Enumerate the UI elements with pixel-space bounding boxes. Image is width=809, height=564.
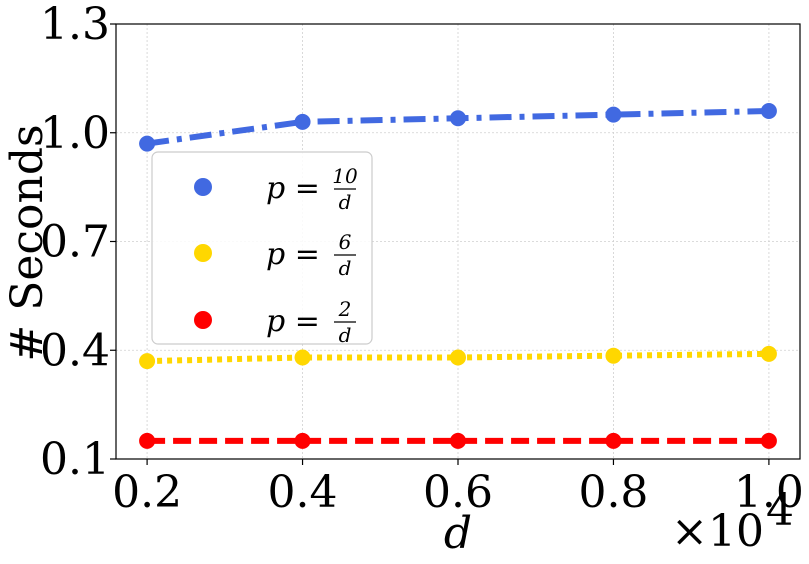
legend-marker [194, 178, 212, 196]
data-point [139, 135, 156, 152]
x-tick-label: 0.6 [423, 467, 493, 518]
data-point [605, 106, 622, 123]
data-point [605, 432, 622, 449]
x-tick-label: 0.8 [578, 467, 648, 518]
legend-label: p = [266, 171, 320, 206]
x-tick-label: 1.0 [734, 467, 804, 518]
y-tick-label: 0.4 [40, 325, 110, 376]
legend-fraction-denominator: d [339, 190, 352, 214]
legend-fraction-denominator: d [339, 323, 352, 347]
data-point [139, 353, 156, 370]
x-tick-label: 0.4 [268, 467, 338, 518]
legend-fraction-denominator: d [339, 256, 352, 280]
x-multiplier-base: ×10 [671, 506, 764, 557]
data-point [294, 432, 311, 449]
series-points [139, 103, 777, 449]
data-point [294, 113, 311, 130]
y-tick-label: 0.1 [40, 434, 110, 485]
x-axis-multiplier: ×10 4 [671, 485, 794, 557]
legend-fraction-numerator: 10 [332, 164, 358, 188]
y-tick-label: 1.3 [40, 0, 110, 50]
data-point [450, 110, 466, 127]
legend-frame [151, 151, 373, 345]
legend-marker [194, 244, 212, 262]
y-axis-label: # Seconds [2, 124, 53, 361]
legend-fraction-numerator: 6 [339, 230, 352, 254]
data-point [294, 349, 311, 366]
data-point [450, 349, 466, 366]
data-point [139, 432, 156, 449]
data-point [760, 432, 777, 449]
y-tick-label: 0.7 [40, 217, 110, 268]
legend-entry: p = 6d [194, 230, 356, 280]
legend-entry: p = 10d [194, 164, 358, 214]
legend-marker [194, 311, 212, 329]
x-tick-label: 0.2 [112, 467, 182, 518]
x-axis-ticks: 0.2 0.4 0.6 0.8 1.0 [112, 459, 804, 518]
legend-fraction-numerator: 2 [338, 297, 352, 321]
legend-entry: p = 2d [194, 297, 356, 347]
y-tick-label: 1.0 [40, 108, 110, 159]
legend-label: p = [266, 304, 320, 339]
y-axis-ticks: 0.1 0.4 0.7 1.0 1.3 [40, 0, 116, 485]
data-point [760, 345, 777, 362]
data-point [605, 347, 622, 364]
x-axis-label: d [444, 508, 472, 559]
x-multiplier-exponent: 4 [766, 485, 794, 536]
legend-label: p = [266, 237, 320, 272]
data-point [450, 432, 466, 449]
data-point [760, 103, 777, 119]
